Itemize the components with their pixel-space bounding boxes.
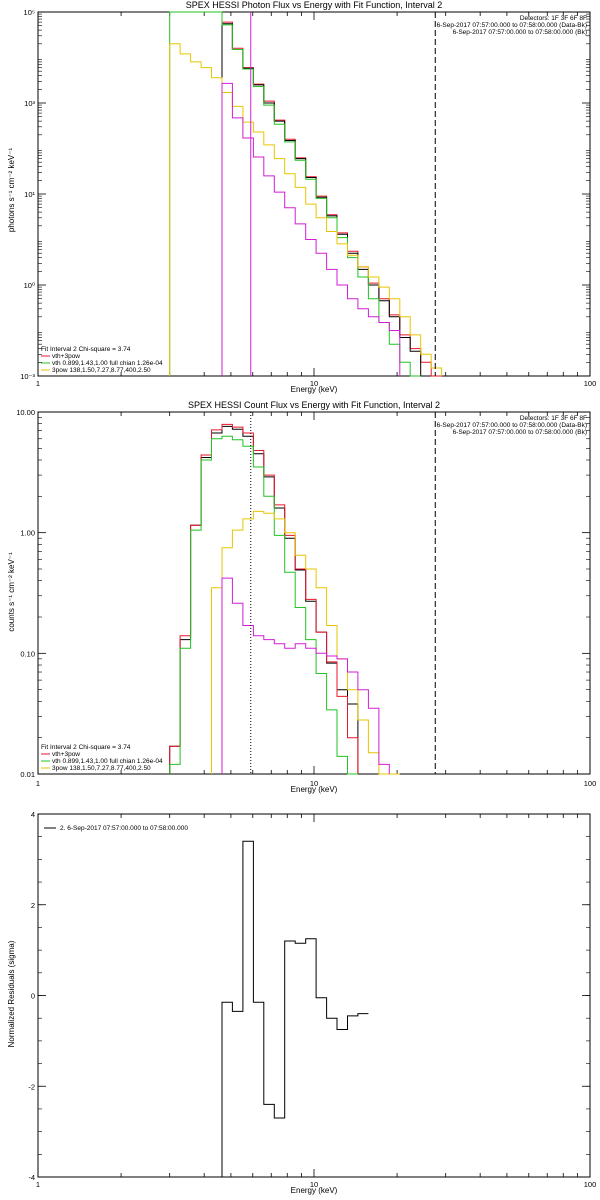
panel-count-flux: SPEX HESSI Count Flux vs Energy with Fit… <box>7 400 596 794</box>
header-line: 6-Sep-2017 07:57:00.000 to 07:58:00.000 … <box>437 22 587 29</box>
x-tick-label: 100 <box>584 1180 597 1189</box>
y-tick-label: 10⁻³ <box>20 372 35 381</box>
legend-entry: vth 0.899,1.43,1.00 full chian 1.26e-04 <box>52 360 163 367</box>
x-tick-label: 100 <box>584 379 597 388</box>
legend-entry: 3pow 138,1.50,7.27,8.77,400,2.50 <box>52 367 151 374</box>
header-line: 6-Sep-2017 07:57:00.000 to 07:58:00.000 … <box>453 29 587 36</box>
y-tick-label: 2 <box>31 901 35 910</box>
x-tick-label: 1 <box>36 1180 40 1189</box>
y-tick-label: 10⁵ <box>24 8 35 17</box>
panel-2-title: SPEX HESSI Count Flux vs Energy with Fit… <box>188 400 440 410</box>
y-tick-label: 1.00 <box>20 529 35 538</box>
legend-entry: 3pow 138,1.50,7.27,8.77,400,2.50 <box>52 765 151 772</box>
panel-1-ylabel: photons s⁻¹ cm⁻² keV⁻¹ <box>7 148 16 233</box>
y-tick-label: 0.10 <box>20 649 35 658</box>
header-line: 6-Sep-2017 07:57:00.000 to 07:58:00.000 … <box>453 429 587 436</box>
y-tick-label: 0 <box>31 992 35 1001</box>
panel-3-plot: 1 10 100 -4 -2 0 2 4 2. 6-Sep-2017 07:57:00.000 … <box>28 810 596 1189</box>
panel-1-plot: 1 10 100 10⁻³ 10⁰ 10¹ 10³ 10⁵ Detectors: 1F 3F 6… <box>20 8 596 388</box>
series-line-4 <box>221 82 401 376</box>
legend-entry: vth+3pow <box>52 751 80 758</box>
header-line: Detectors: 1F 3F 6F 8F <box>520 15 587 22</box>
series-line-4 <box>221 577 390 774</box>
panel-3-xlabel: Energy (keV) <box>291 1186 338 1195</box>
panel-1-title: SPEX HESSI Photon Flux vs Energy with Fi… <box>186 0 443 10</box>
x-tick-label: 100 <box>584 779 597 788</box>
y-tick-label: -4 <box>28 1173 35 1182</box>
legend-entry: vth+3pow <box>52 353 80 360</box>
panel-2-ylabel: counts s⁻¹ cm⁻² keV⁻¹ <box>7 552 16 632</box>
x-tick-label: 1 <box>36 379 40 388</box>
x-tick-label: 1 <box>36 779 40 788</box>
series-line-0 <box>221 840 369 1177</box>
panel-2-xlabel: Energy (keV) <box>291 785 338 794</box>
panel-photon-flux: SPEX HESSI Photon Flux vs Energy with Fi… <box>7 0 596 394</box>
plot-frame <box>37 411 591 775</box>
x-tick-label: 10 <box>310 1180 318 1189</box>
series-line-2 <box>169 11 421 377</box>
x-tick-label: 10 <box>310 779 318 788</box>
panel-2-plot: 1 10 100 0.01 0.10 1.00 10.00 Detectors: 1F 3F … <box>16 408 596 788</box>
y-tick-label: 0.01 <box>20 770 35 779</box>
legend-entry: vth 0.899,1.43,1.00 full chian 1.26e-04 <box>52 758 163 765</box>
panel-3-ylabel: Normalized Residuals (sigma) <box>7 940 16 1047</box>
y-tick-label: 4 <box>31 810 35 819</box>
series-line-0 <box>221 21 442 377</box>
plot-frame <box>37 11 591 377</box>
y-tick-label: 10³ <box>24 99 35 108</box>
x-tick-label: 10 <box>310 379 318 388</box>
series-line-2 <box>169 435 358 775</box>
legend-entry: 2. 6-Sep-2017 07:57:00.000 to 07:58:00.0… <box>60 825 188 832</box>
plot-frame <box>37 813 591 1178</box>
legend-entry: Fit Interval 2 Chi-square = 3.74 <box>41 346 131 353</box>
legend-entry: Fit Interval 2 Chi-square = 3.74 <box>41 744 131 751</box>
series-line-3 <box>211 510 400 775</box>
series-line-3 <box>169 43 443 376</box>
panel-residuals: Normalized Residuals (sigma) Energy (keV… <box>7 810 596 1195</box>
y-tick-label: 10.00 <box>16 408 35 417</box>
panel-1-xlabel: Energy (keV) <box>291 385 338 394</box>
y-tick-label: -2 <box>28 1082 35 1091</box>
header-line: Detectors: 1F 3F 6F 8F <box>520 415 587 422</box>
y-tick-label: 10¹ <box>24 190 35 199</box>
y-tick-label: 10⁰ <box>24 281 35 290</box>
header-line: 6-Sep-2017 07:57:00.000 to 07:58:00.000 … <box>437 422 587 429</box>
series-line-1 <box>221 23 422 376</box>
